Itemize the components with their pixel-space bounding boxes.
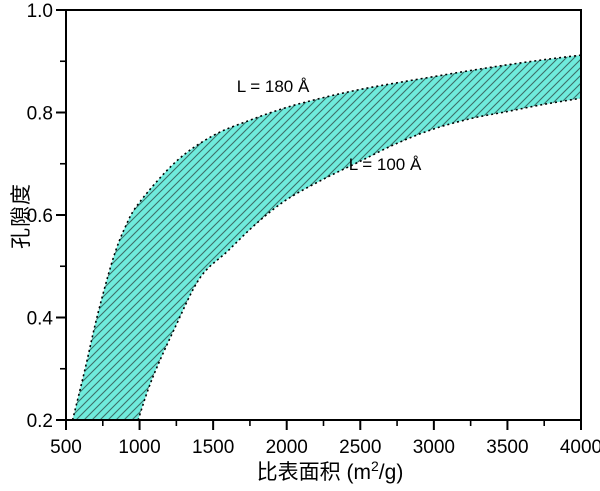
y-axis-tick-label: 0.6	[27, 206, 53, 227]
x-axis-title-text: 比表面积 (m	[256, 461, 372, 484]
y-axis-tick-label: 0.8	[27, 104, 53, 125]
x-axis-tick-label: 1000	[118, 437, 160, 458]
curve-label-L-100: L = 100 Å	[348, 155, 422, 174]
x-axis-tick-label: 2500	[339, 437, 381, 458]
curve-L-100	[137, 97, 581, 420]
x-axis-tick-label: 4000	[560, 437, 600, 458]
curve-label-L-180: L = 180 Å	[236, 77, 310, 96]
x-axis-title: 比表面积 (m2/g)	[257, 456, 404, 486]
y-axis-tick-label: 0.4	[27, 309, 54, 330]
y-axis-title: 孔隙度	[10, 183, 33, 249]
band-hatch	[72, 55, 581, 420]
x-axis-tick-label: 2000	[266, 437, 308, 458]
x-axis-title-unit: /g)	[378, 461, 404, 484]
x-axis-tick-label: 500	[50, 437, 82, 458]
x-axis-tick-label: 1500	[192, 437, 234, 458]
plot-border	[65, 9, 582, 421]
y-axis-tick-label: 1.0	[27, 1, 53, 22]
x-axis-title-superscript: 2	[371, 458, 379, 474]
x-axis-tick-label: 3500	[486, 437, 528, 458]
y-axis-tick-label: 0.2	[27, 411, 53, 432]
x-axis-tick-label: 3000	[413, 437, 455, 458]
